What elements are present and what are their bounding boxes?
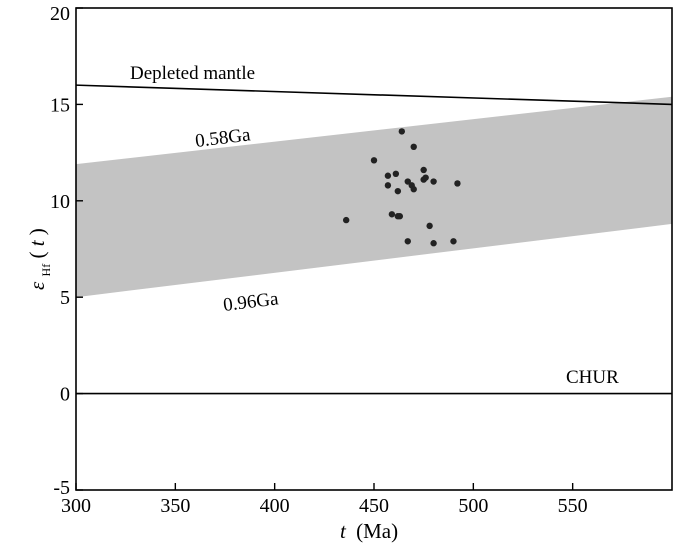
data-point — [450, 238, 457, 245]
data-point — [410, 186, 417, 193]
y-axis-label-sub: Hf — [39, 264, 53, 277]
crustal-evolution-band — [76, 96, 672, 298]
y-axis-label: ε Hf ( t ) — [25, 228, 55, 290]
y-axis-label-close: ) — [25, 228, 49, 235]
y-axis-label-symbol: ε — [25, 281, 49, 290]
y-axis-ticks: -5 0 5 10 15 20 — [50, 3, 83, 499]
data-point — [388, 211, 396, 218]
y-tick-label: 15 — [50, 94, 70, 116]
x-axis-label-var: t — [340, 519, 347, 543]
data-point — [396, 213, 404, 220]
data-points — [342, 128, 461, 247]
y-tick-label: 0 — [60, 384, 70, 406]
x-tick-label: 300 — [61, 495, 91, 517]
data-point — [454, 180, 461, 187]
data-point — [426, 222, 433, 230]
y-tick-label: 10 — [50, 191, 70, 213]
y-axis-label-open: ( — [25, 252, 49, 259]
x-axis-label: t (Ma) — [340, 519, 398, 543]
data-point — [394, 187, 402, 195]
x-tick-label: 550 — [558, 495, 588, 517]
x-tick-label: 500 — [458, 495, 488, 517]
data-point — [404, 178, 411, 185]
data-point — [398, 128, 406, 135]
data-point — [370, 157, 378, 164]
y-axis-label-t: t — [25, 239, 49, 246]
data-point — [384, 172, 392, 179]
y-tick-label: 5 — [60, 287, 70, 309]
x-tick-label: 400 — [260, 495, 290, 517]
chur-label: CHUR — [566, 367, 619, 388]
lower-age-label: 0.96Ga — [222, 288, 280, 316]
depleted-mantle-label: Depleted mantle — [130, 63, 255, 84]
svg-text:ε Hf ( t: ε Hf ( t ) — [25, 228, 55, 290]
x-axis-label-unit: (Ma) — [356, 519, 398, 543]
x-axis-ticks: 300 350 400 450 500 550 — [61, 483, 588, 517]
data-point — [404, 238, 411, 245]
data-point — [410, 143, 417, 151]
data-point — [392, 170, 400, 178]
data-point — [342, 216, 350, 224]
data-point — [384, 182, 392, 189]
x-tick-label: 450 — [359, 495, 389, 517]
data-point — [422, 174, 429, 181]
x-tick-label: 350 — [160, 495, 190, 517]
y-tick-label: 20 — [50, 3, 70, 25]
depleted-mantle-line — [75, 84, 673, 106]
y-tick-label: -5 — [53, 477, 70, 499]
data-point — [430, 240, 437, 247]
data-point — [430, 178, 437, 185]
data-point — [420, 166, 427, 174]
